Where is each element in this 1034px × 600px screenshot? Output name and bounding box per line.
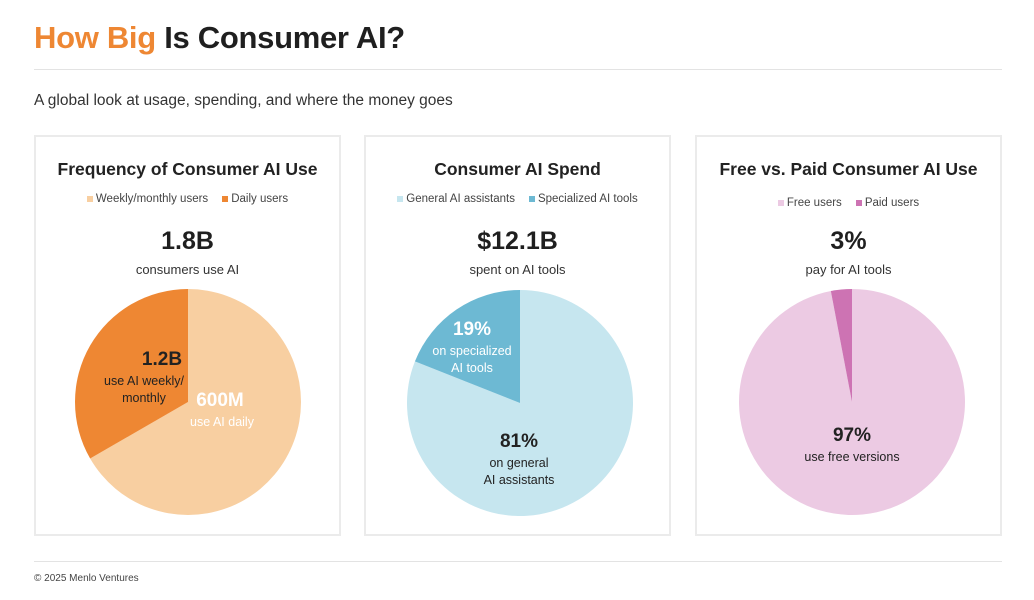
- pie-slice-daily-users: [75, 289, 188, 459]
- headline-caption: pay for AI tools: [805, 262, 892, 277]
- card-title: Frequency of Consumer AI Use: [57, 159, 318, 179]
- pie-slice-free-users: [738, 289, 965, 515]
- top-divider: [34, 69, 1002, 70]
- legend-label: General AI assistants: [406, 193, 515, 205]
- slice-caption-label: use AI daily: [190, 415, 255, 429]
- slice-value-label: 600M: [196, 390, 244, 411]
- card-frequency: Frequency of Consumer AI Use Weekly/mont…: [34, 135, 341, 536]
- title-rest: Is Consumer AI?: [164, 20, 405, 55]
- card-title: Free vs. Paid Consumer AI Use: [719, 159, 978, 179]
- legend-swatch: [855, 200, 862, 206]
- title-accent: How Big: [34, 20, 156, 55]
- legend-label: Daily users: [231, 193, 289, 205]
- slice-value-label: 19%: [453, 319, 491, 340]
- legend-label: Specialized AI tools: [537, 193, 638, 205]
- bottom-divider: [34, 561, 1002, 562]
- legend-item: Specialized AI tools: [528, 193, 638, 205]
- card-spend: Consumer AI Spend General AI assistants …: [364, 135, 671, 536]
- legend-label: Weekly/monthly users: [95, 193, 209, 205]
- pie-chart: 1.2B use AI weekly/monthly 600M use AI dail…: [75, 289, 302, 515]
- legend-item: Paid users: [855, 197, 920, 209]
- pie-slice-general-ai-assistants: [407, 290, 634, 516]
- legend: General AI assistants Specialized AI too…: [366, 193, 669, 205]
- legend-swatch: [397, 196, 404, 202]
- slice-caption-label: AI assistants: [484, 473, 555, 487]
- legend-swatch: [86, 196, 93, 202]
- headline-caption: consumers use AI: [135, 262, 240, 277]
- legend-item: Weekly/monthly users: [86, 193, 209, 205]
- legend-label: Paid users: [864, 197, 920, 209]
- pie-slice-weekly-monthly-users: [90, 289, 302, 515]
- slice-caption-label: monthly: [122, 391, 167, 405]
- slice-value-label: 81%: [500, 431, 538, 452]
- pie-chart: 97% use free versions: [738, 289, 965, 515]
- legend-label: Free users: [786, 197, 842, 209]
- slice-caption-label: use AI weekly/: [104, 374, 184, 388]
- headline-value: 3%: [830, 227, 867, 255]
- page-subtitle: A global look at usage, spending, and wh…: [34, 92, 453, 109]
- slice-value-label: 97%: [833, 425, 871, 446]
- legend-item: Free users: [777, 197, 842, 209]
- pie-slice-paid-users: [830, 289, 852, 402]
- headline-caption: spent on AI tools: [469, 262, 566, 277]
- slice-caption-label: on general: [489, 456, 548, 470]
- legend: Free users Paid users: [697, 197, 1000, 209]
- legend-item: Daily users: [222, 193, 288, 205]
- legend-item: General AI assistants: [397, 193, 515, 205]
- footer-copyright: © 2025 Menlo Ventures: [34, 573, 139, 584]
- slice-caption-label: use free versions: [804, 450, 899, 464]
- legend: Weekly/monthly users Daily users: [36, 193, 339, 205]
- headline-value: 1.8B: [161, 227, 214, 255]
- page-title: How Big Is Consumer AI?: [34, 20, 405, 56]
- slice-caption-label: AI tools: [451, 361, 493, 375]
- card-title: Consumer AI Spend: [434, 159, 601, 179]
- legend-swatch: [222, 196, 229, 202]
- legend-swatch: [528, 196, 535, 202]
- pie-chart: 81% on general AI assistants 19% on speciali…: [407, 290, 634, 516]
- legend-swatch: [777, 200, 784, 206]
- slice-caption-label: on specialized: [432, 344, 511, 358]
- headline-value: $12.1B: [477, 227, 558, 255]
- card-free-vs-paid: Free vs. Paid Consumer AI Use Free users…: [695, 135, 1002, 536]
- pie-slice-specialized-ai-tools: [414, 290, 520, 403]
- slice-value-label: 1.2B: [142, 349, 182, 370]
